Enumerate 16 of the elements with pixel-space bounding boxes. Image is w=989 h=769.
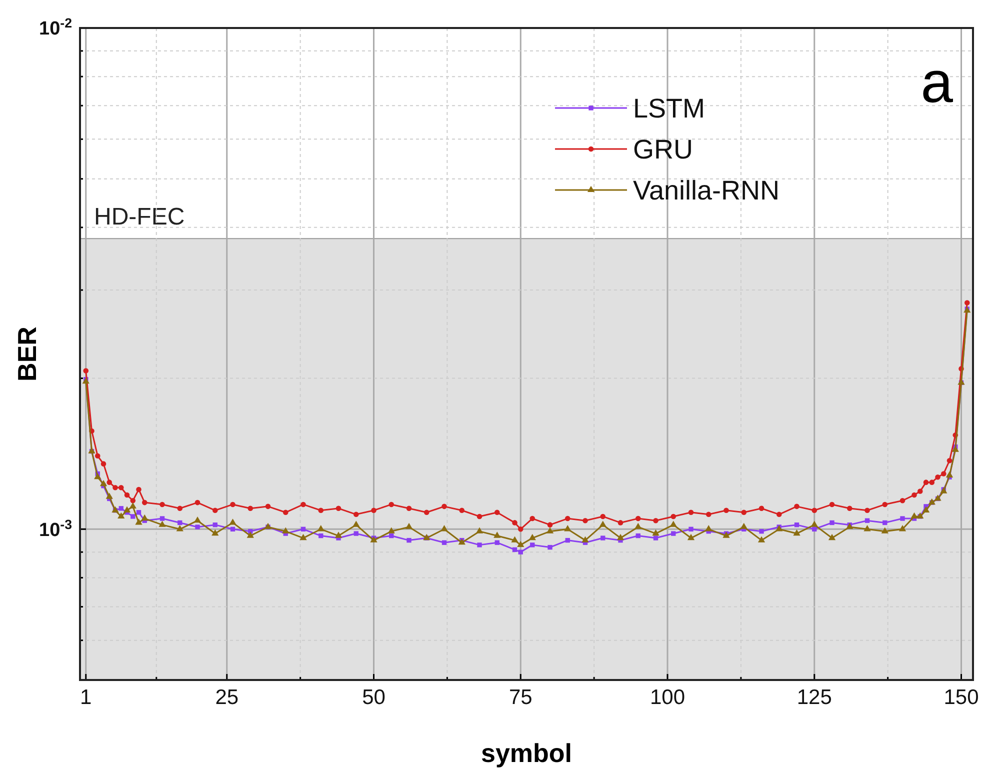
y-tick-label: 10$^{-2}$ xyxy=(39,15,72,40)
legend-label: LSTM xyxy=(633,93,706,124)
x-axis-title: symbol xyxy=(480,738,572,768)
x-tick-label: 150 xyxy=(944,686,979,709)
legend-label: Vanilla-RNN xyxy=(633,175,780,206)
x-tick-label: 75 xyxy=(508,686,532,709)
x-tick-label: 50 xyxy=(362,686,386,709)
x-tick-label: 1 xyxy=(80,686,92,709)
x-tick-label: 125 xyxy=(796,686,832,709)
band-label: HD-FEC xyxy=(94,204,185,231)
x-tick-label: 100 xyxy=(650,686,686,709)
annotation: a xyxy=(920,50,954,115)
legend-label: GRU xyxy=(633,134,693,164)
y-axis-title: BER xyxy=(12,326,42,382)
x-tick-label: 25 xyxy=(215,686,239,709)
y-tick-label: 10$^{-3}$ xyxy=(39,516,72,541)
